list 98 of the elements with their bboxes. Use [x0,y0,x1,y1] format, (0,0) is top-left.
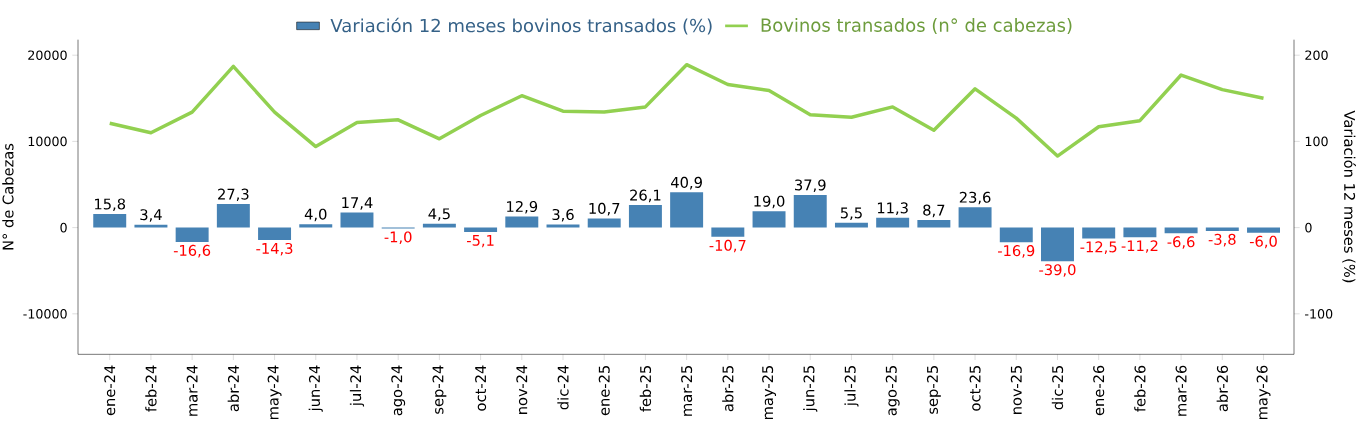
bar [1041,227,1074,262]
data-label: -12,5 [1080,241,1117,254]
bar [175,227,209,242]
y2-tick-label: 100 [1305,136,1328,147]
data-label: 5,5 [840,207,862,220]
x-tick-label: mar-24 [186,365,198,416]
data-label: 23,6 [959,191,991,205]
data-label: 4,5 [428,208,450,221]
bar [876,217,910,228]
x-tick-label: ene-25 [598,366,610,416]
bar [1205,227,1239,231]
x-tick-label: ago-24 [391,365,406,416]
y-tick-label: 0 [60,222,67,233]
bar [793,194,827,228]
data-label: 12,9 [507,200,538,214]
x-tick-label: may-25 [762,366,777,420]
x-tick-label: dic-24 [557,365,569,410]
y2-tick-label: 200 [1305,50,1328,60]
x-tick-label: feb-25 [639,366,652,412]
data-label: 11,3 [877,202,908,215]
x-tick-label: nov-25 [1010,366,1022,414]
bar [546,224,580,228]
data-label: -14,3 [256,242,293,256]
data-label: -11,2 [1121,240,1158,253]
data-label: -6,0 [1249,235,1277,249]
y2-tick-label: -100 [1305,309,1333,319]
bar [505,216,539,228]
data-label: 26,1 [630,189,661,203]
bar [917,220,951,228]
bar [958,207,992,228]
data-label: -10,7 [709,239,746,253]
bar [999,227,1033,243]
data-label: 15,8 [95,198,126,212]
data-label: 4,0 [304,208,327,222]
bar [628,205,662,228]
x-tick-label: jul-24 [349,365,365,407]
bar [834,222,868,228]
bar [422,223,456,228]
bar [1123,227,1157,238]
x-tick-label: jul-25 [844,366,859,407]
bar [258,227,292,240]
legend-label: Variación 12 meses bovinos transados (%) [330,17,712,35]
data-label: 3,4 [140,209,162,222]
x-tick-label: feb-24 [145,365,157,412]
x-tick-label: ene-26 [1093,365,1105,416]
data-label: 3,6 [552,208,574,222]
y-tick-label: 10000 [28,136,67,147]
bar [1247,227,1280,233]
data-label: -16,6 [173,244,211,258]
data-label: -5,1 [466,234,494,248]
data-label: 40,9 [671,176,702,190]
bar [670,192,704,228]
data-label: 17,4 [342,197,373,210]
data-label: 27,3 [218,188,249,202]
data-label: -6,6 [1167,236,1195,249]
x-tick-label: oct-25 [969,366,981,411]
x-tick-label: jun-25 [803,366,818,412]
data-label: -16,9 [998,245,1035,258]
x-tick-label: oct-24 [475,365,487,411]
x-tick-label: abr-25 [722,366,734,412]
x-tick-label: feb-26 [1134,365,1146,412]
bar [93,213,127,228]
legend-label: Bovinos transados (n° de cabezas) [761,18,1072,35]
data-label: 37,9 [795,179,826,192]
x-tick-label: abr-24 [227,365,240,412]
bar [216,204,250,228]
data-label: -1,0 [384,231,412,244]
bar [134,224,168,228]
x-tick-label: jun-24 [308,365,323,412]
y2-tick-label: 0 [1305,222,1312,233]
x-tick-label: sep-24 [432,365,447,414]
x-tick-label: ene-24 [104,365,116,416]
data-label: -3,8 [1208,233,1236,247]
data-label: 19,0 [754,195,785,209]
y-tick-label: -10000 [23,309,67,319]
bar [1082,227,1116,239]
data-label: 8,7 [923,204,945,218]
x-tick-label: nov-24 [516,365,528,414]
line-series [107,62,1266,158]
x-tick-label: mar-26 [1175,365,1187,416]
y-tick-label: 20000 [28,50,67,60]
y-axis-title: N° de Cabezas [2,143,14,250]
x-tick-label: mar-25 [681,366,693,416]
bar [299,224,333,228]
x-tick-label: dic-25 [1051,366,1064,410]
x-tick-label: may-24 [267,365,282,420]
x-tick-label: sep-25 [926,366,941,414]
data-label: 10,7 [589,202,620,216]
bar [587,218,621,228]
x-tick-label: may-26 [1256,365,1271,420]
bar [711,227,745,237]
data-label: -39,0 [1039,264,1076,277]
bar [752,211,786,228]
x-tick-label: ago-25 [885,366,900,416]
x-tick-label: abr-26 [1216,365,1228,412]
bar [464,227,498,232]
bar [340,212,374,228]
y2-axis-title: Variación 12 meses (%) [1342,110,1356,283]
